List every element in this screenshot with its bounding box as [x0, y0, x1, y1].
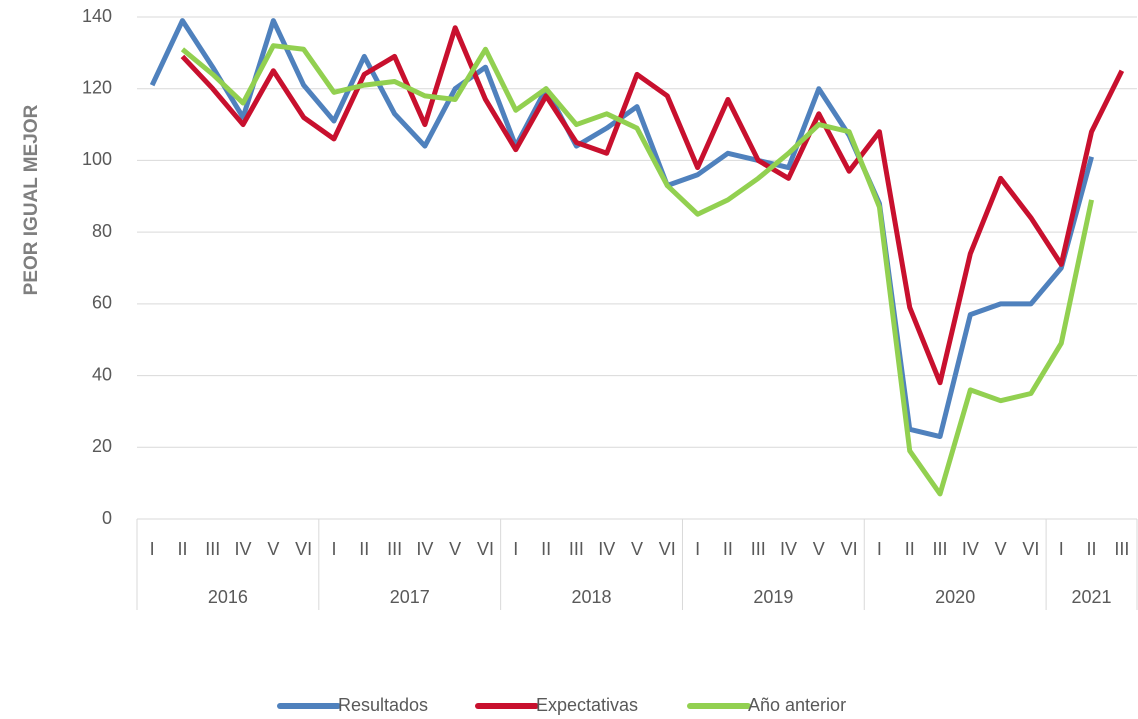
legend-label: Resultados — [338, 695, 428, 715]
group-label: 2017 — [390, 587, 430, 607]
group-label: 2019 — [753, 587, 793, 607]
x-tick-label: IV — [235, 539, 252, 559]
group-label: 2016 — [208, 587, 248, 607]
x-tick-label: V — [449, 539, 461, 559]
x-tick-label: I — [695, 539, 700, 559]
x-tick-label: II — [723, 539, 733, 559]
y-tick-label: 120 — [82, 77, 112, 97]
x-tick-label: V — [813, 539, 825, 559]
y-tick-label: 140 — [82, 6, 112, 26]
x-tick-label: I — [1059, 539, 1064, 559]
x-tick-label: VI — [295, 539, 312, 559]
y-tick-label: 40 — [92, 364, 112, 384]
series-line — [180, 43, 1094, 497]
x-tick-label: III — [569, 539, 584, 559]
x-tick-label: II — [1087, 539, 1097, 559]
x-tick-label: V — [995, 539, 1007, 559]
legend-label: Año anterior — [748, 695, 846, 715]
group-label: 2020 — [935, 587, 975, 607]
series-line — [180, 25, 1125, 386]
y-axis-label: PEOR IGUAL MEJOR — [21, 104, 42, 295]
group-label: 2018 — [572, 587, 612, 607]
y-tick-label: 0 — [102, 508, 112, 528]
y-tick-label: 100 — [82, 149, 112, 169]
legend-label: Expectativas — [536, 695, 638, 715]
x-tick-label: VI — [659, 539, 676, 559]
x-tick-label: I — [513, 539, 518, 559]
x-tick-label: IV — [598, 539, 615, 559]
x-tick-label: V — [631, 539, 643, 559]
x-tick-label: III — [387, 539, 402, 559]
x-tick-label: VI — [841, 539, 858, 559]
y-tick-label: 80 — [92, 221, 112, 241]
group-label: 2021 — [1072, 587, 1112, 607]
x-tick-label: III — [1114, 539, 1129, 559]
x-tick-label: II — [177, 539, 187, 559]
x-tick-label: II — [359, 539, 369, 559]
x-tick-label: IV — [780, 539, 797, 559]
x-tick-label: I — [150, 539, 155, 559]
x-tick-label: V — [267, 539, 279, 559]
x-tick-label: I — [331, 539, 336, 559]
x-tick-label: I — [877, 539, 882, 559]
y-tick-label: 20 — [92, 436, 112, 456]
x-tick-label: VI — [1022, 539, 1039, 559]
x-tick-label: III — [205, 539, 220, 559]
x-tick-label: III — [933, 539, 948, 559]
x-tick-label: VI — [477, 539, 494, 559]
y-tick-label: 60 — [92, 293, 112, 313]
x-tick-label: II — [905, 539, 915, 559]
x-tick-label: IV — [962, 539, 979, 559]
series-line — [149, 18, 1094, 440]
x-tick-label: IV — [416, 539, 433, 559]
x-tick-label: III — [751, 539, 766, 559]
x-tick-label: II — [541, 539, 551, 559]
